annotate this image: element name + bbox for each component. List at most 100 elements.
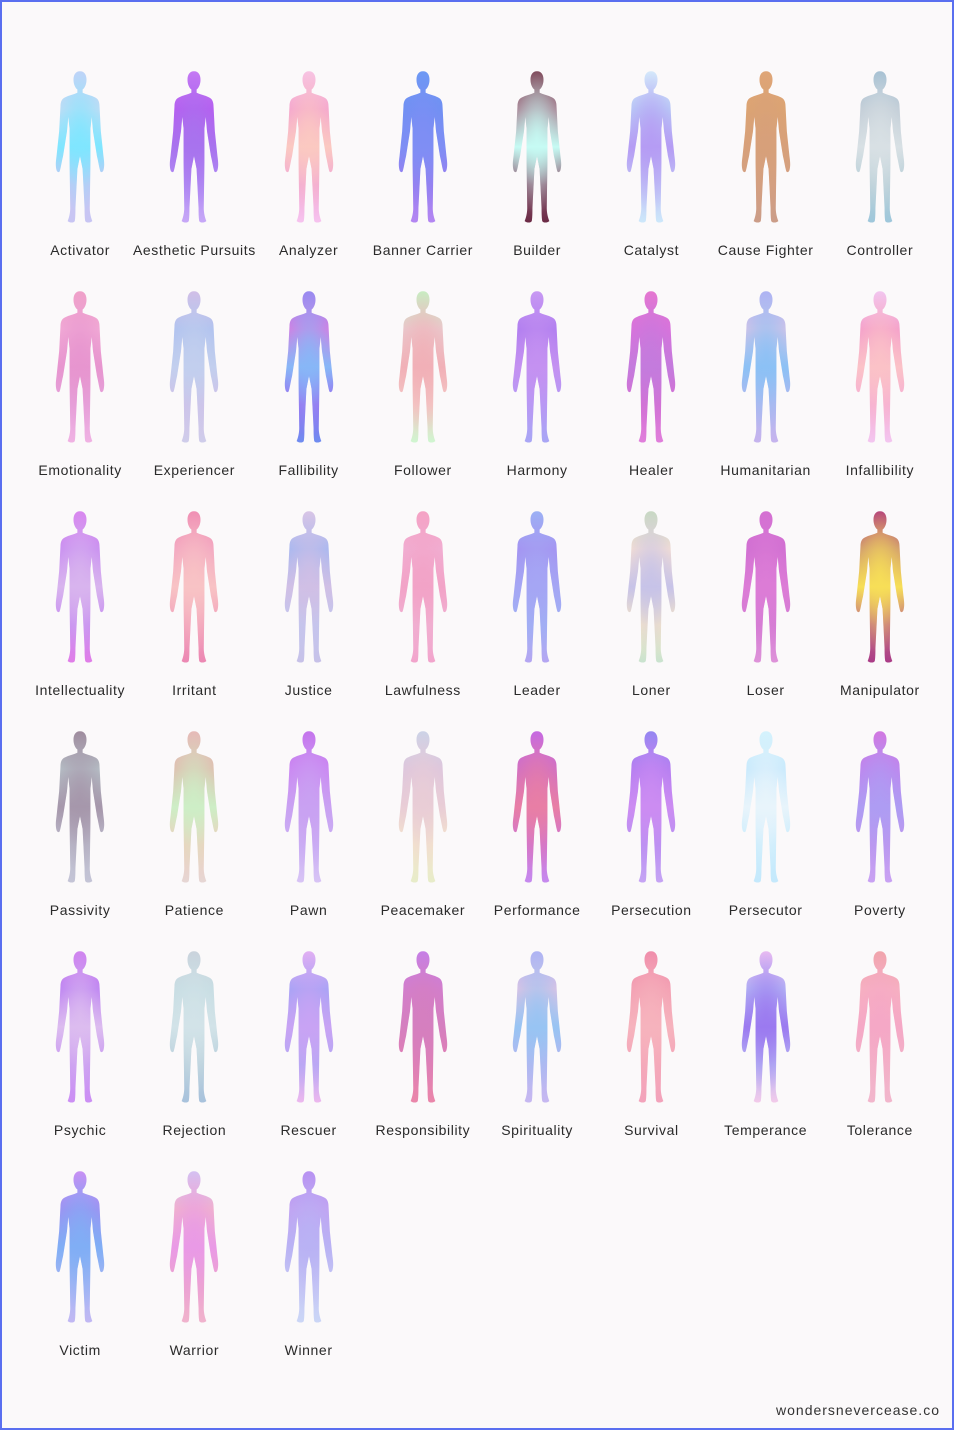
figure-label: Psychic [53,1122,107,1138]
figure-card: Humanitarian [709,280,823,500]
figure-label: Manipulator [839,682,920,698]
figure-card: Builder [480,60,594,280]
figure-label: Experiencer [153,462,236,478]
figure-label: Peacemaker [380,902,466,918]
figure-label: Responsibility [375,1122,471,1138]
human-figure-icon [855,291,905,443]
figure-card: Loser [709,500,823,720]
human-figure-icon [284,71,333,223]
human-figure-icon [284,291,333,443]
human-figure-icon [55,1171,105,1323]
figure-card: Persecution [594,720,708,940]
figure-label: Healer [628,462,674,478]
figure-label: Lawfulness [384,682,461,698]
figure-card: Persecutor [709,720,823,940]
figure-card: Aesthetic Pursuits [133,60,255,280]
human-figure-icon [627,951,676,1103]
figure-label: Irritant [172,682,217,698]
figure-card: Infallibility [823,280,937,500]
figure-label: Catalyst [623,242,680,258]
human-figure-icon [284,1171,333,1323]
human-figure-icon [512,511,562,663]
human-figure-icon [741,71,790,223]
figure-card: Survival [594,940,708,1160]
figure-card: Experiencer [137,280,251,500]
human-figure-icon [741,731,790,883]
human-figure-icon [512,951,562,1103]
human-figure-icon [398,511,448,663]
credit-text: wondersnevercease.co [776,1402,940,1418]
figure-label: Aesthetic Pursuits [132,242,256,258]
human-figure-icon [170,71,219,223]
figure-card: Lawfulness [366,500,480,720]
figure-card: Activator [23,60,137,280]
figure-card: Performance [480,720,594,940]
figure-card: Winner [252,1160,366,1380]
figure-label: Cause Fighter [717,242,814,258]
figure-card: Banner Carrier [366,60,480,280]
human-figure-icon [170,951,219,1103]
figure-card: Passivity [23,720,137,940]
human-figure-icon [170,1171,219,1323]
figure-label: Persecution [611,902,692,918]
figure-card: Temperance [709,940,823,1160]
figure-card: Rescuer [252,940,366,1160]
figure-label: Pawn [289,902,328,918]
human-figure-icon [741,511,790,663]
figure-label: Spirituality [501,1122,574,1138]
figure-card: Cause Fighter [709,60,823,280]
figure-label: Rejection [162,1122,227,1138]
human-figure-icon [55,291,105,443]
figure-label: Infallibility [845,462,915,478]
human-figure-icon [627,71,676,223]
figure-card: Controller [823,60,937,280]
figure-label: Leader [513,682,561,698]
figure-card: Loner [594,500,708,720]
human-figure-icon [855,71,905,223]
figure-card: Warrior [137,1160,251,1380]
figure-card: Manipulator [823,500,937,720]
figure-card: Poverty [823,720,937,940]
human-figure-icon [741,291,790,443]
figure-label: Analyzer [278,242,339,258]
figure-card: Healer [594,280,708,500]
figure-label: Warrior [169,1342,220,1358]
figure-label: Justice [284,682,333,698]
figure-label: Fallibility [278,462,339,478]
human-figure-icon [512,71,562,223]
figure-card: Victim [23,1160,137,1380]
human-figure-icon [55,71,105,223]
figure-label: Harmony [506,462,568,478]
figure-label: Builder [513,242,562,258]
figure-label: Controller [846,242,914,258]
figure-label: Rescuer [280,1122,337,1138]
figure-label: Passivity [49,902,111,918]
human-figure-icon [855,511,905,663]
figure-card: Pawn [252,720,366,940]
human-figure-icon [741,951,790,1103]
human-figure-icon [170,291,219,443]
figure-label: Follower [394,462,452,478]
figure-label: Victim [59,1342,101,1358]
figure-card: Patience [137,720,251,940]
figure-label: Loner [631,682,671,698]
figure-label: Tolerance [846,1122,913,1138]
figure-card: Fallibility [252,280,366,500]
figure-label: Performance [493,902,581,918]
figure-card: Catalyst [594,60,708,280]
human-figure-icon [284,731,333,883]
human-figure-icon [55,951,105,1103]
figure-card: Analyzer [252,60,366,280]
human-figure-icon [55,731,105,883]
figure-card: Irritant [137,500,251,720]
figure-grid: Activator Aesthetic Pursuits Analyzer Banne… [23,60,937,1380]
figure-label: Poverty [854,902,906,918]
human-figure-icon [855,731,905,883]
figure-card: Follower [366,280,480,500]
figure-card: Harmony [480,280,594,500]
human-figure-icon [55,511,105,663]
human-figure-icon [284,951,333,1103]
figure-label: Survival [624,1122,679,1138]
human-figure-icon [170,731,219,883]
figure-card: Emotionality [23,280,137,500]
